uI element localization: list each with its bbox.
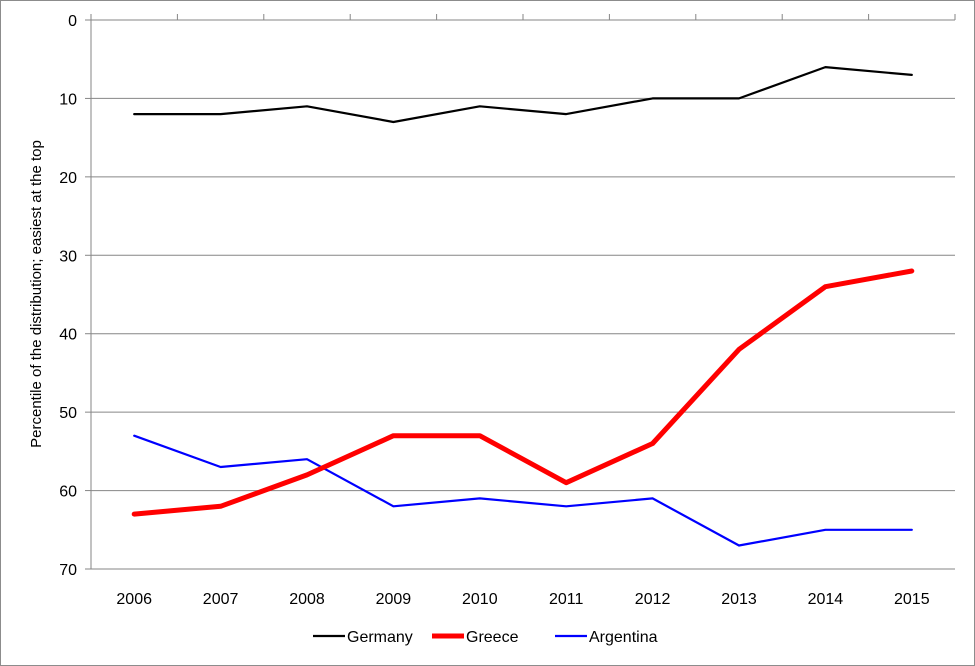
x-tick-label: 2014: [808, 591, 844, 608]
y-tick-label: 0: [68, 13, 77, 30]
series-lines: [131, 65, 915, 547]
y-tick-label: 60: [59, 484, 77, 501]
y-tick-label: 70: [59, 562, 77, 579]
legend-label-greece: Greece: [466, 629, 519, 646]
series-line-germany: [133, 65, 913, 124]
y-tick-label: 20: [59, 170, 77, 187]
x-tick-label: 2008: [289, 591, 325, 608]
legend-label-argentina: Argentina: [589, 629, 658, 646]
series-line-argentina: [133, 434, 913, 547]
x-tick-label: 2015: [894, 591, 930, 608]
y-tick-label: 30: [59, 248, 77, 265]
x-tick-label: 2013: [721, 591, 757, 608]
y-tick-labels: 0 10 20 30 40 50 60 70: [59, 13, 77, 579]
x-tick-label: 2007: [203, 591, 239, 608]
y-tick-label: 50: [59, 405, 77, 422]
x-tick-label: 2006: [116, 591, 152, 608]
y-tick-label: 10: [59, 91, 77, 108]
legend: Germany Greece Argentina: [313, 629, 658, 646]
y-tick-label: 40: [59, 327, 77, 344]
legend-label-germany: Germany: [347, 629, 413, 646]
gridlines: [91, 97, 955, 570]
x-tick-label: 2012: [635, 591, 671, 608]
series-line-greece: [131, 268, 915, 517]
x-tick-label: 2010: [462, 591, 498, 608]
y-axis-title: Percentile of the distribution; easiest …: [28, 140, 45, 448]
x-tick-label: 2009: [376, 591, 412, 608]
axes: [85, 14, 956, 570]
x-tick-label: 2011: [549, 591, 584, 608]
x-tick-labels: 2006 2007 2008 2009 2010 2011 2012 2013 2014 2015: [116, 591, 929, 608]
